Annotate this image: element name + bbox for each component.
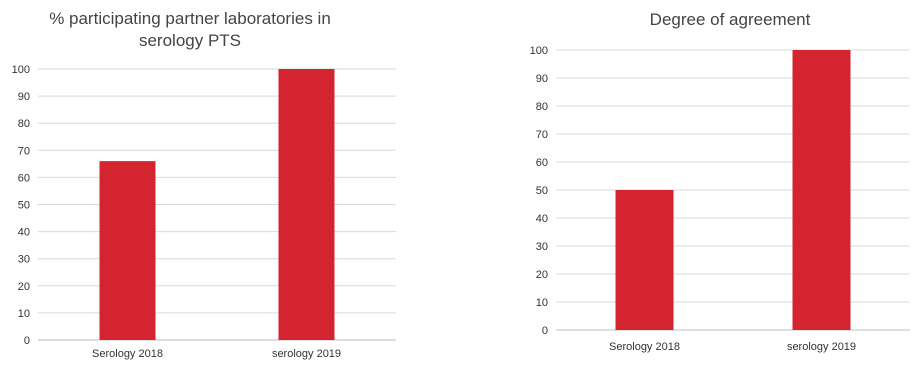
x-category-label: Serology 2018: [92, 348, 163, 360]
bar-1: [615, 190, 674, 330]
chart-1: % participating partner laboratories in s…: [12, 9, 396, 360]
y-tick-label: 30: [536, 241, 548, 253]
chart-2: Degree of agreement 0 10 20 30 40 50 60 70 80 90 10…: [530, 10, 910, 353]
chart-title-line: % participating partner laboratories in: [49, 9, 331, 28]
bar-2: [278, 69, 335, 340]
x-category-label: Serology 2018: [609, 341, 680, 353]
y-tick-label: 50: [536, 185, 548, 197]
chart-title-line: Degree of agreement: [650, 10, 811, 29]
y-tick-label: 90: [536, 73, 548, 85]
x-category-label: serology 2019: [787, 341, 856, 353]
y-tick-label: 40: [536, 213, 548, 225]
y-tick-label: 60: [536, 157, 548, 169]
y-tick-label: 0: [24, 335, 30, 347]
y-tick-label: 10: [18, 308, 30, 320]
y-tick-label: 0: [542, 325, 548, 337]
y-tick-label: 80: [536, 101, 548, 113]
x-category-label: serology 2019: [272, 348, 341, 360]
y-tick-label: 60: [18, 172, 30, 184]
y-tick-label: 20: [536, 269, 548, 281]
bar-2: [792, 50, 851, 330]
y-tick-label: 100: [12, 64, 30, 76]
y-tick-label: 30: [18, 254, 30, 266]
y-tick-label: 20: [18, 281, 30, 293]
bar-1: [99, 161, 156, 340]
y-tick-label: 10: [536, 297, 548, 309]
y-tick-label: 80: [18, 118, 30, 130]
y-tick-label: 70: [18, 145, 30, 157]
y-tick-label: 50: [18, 200, 30, 212]
chart-title-line: serology PTS: [139, 31, 241, 50]
y-tick-label: 90: [18, 91, 30, 103]
y-tick-label: 40: [18, 227, 30, 239]
y-tick-label: 100: [530, 45, 548, 57]
y-tick-label: 70: [536, 129, 548, 141]
